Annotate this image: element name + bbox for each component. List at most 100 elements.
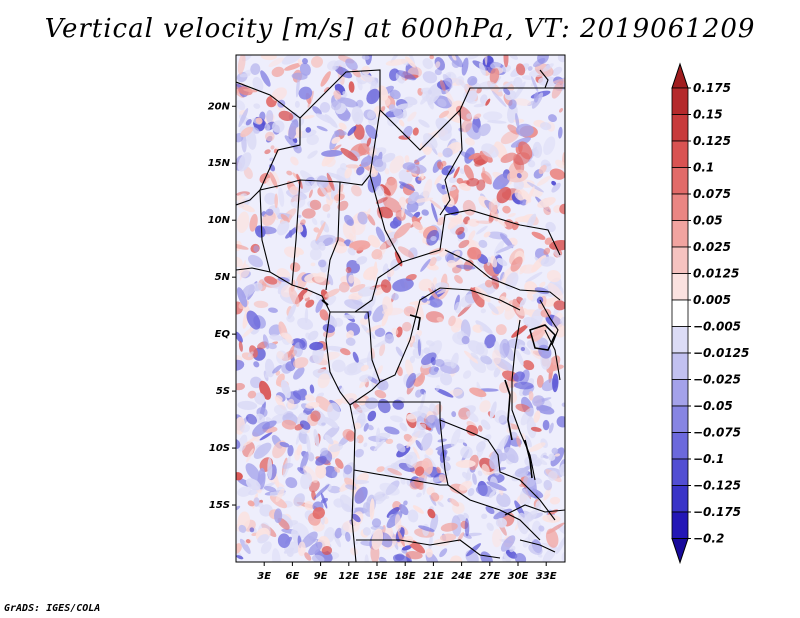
velocity-cell	[399, 422, 408, 432]
velocity-cell	[521, 75, 534, 80]
velocity-cell	[331, 470, 338, 478]
velocity-cell	[384, 168, 390, 175]
velocity-cell	[266, 109, 274, 124]
velocity-cell	[519, 298, 527, 308]
velocity-cell	[375, 226, 386, 243]
velocity-cell	[407, 191, 420, 205]
velocity-cell	[315, 455, 327, 466]
country-borders	[236, 69, 565, 562]
velocity-cell	[420, 94, 429, 105]
velocity-cell	[486, 481, 507, 491]
velocity-cell	[277, 533, 291, 548]
velocity-cell	[476, 342, 488, 357]
velocity-cell	[509, 545, 516, 553]
velocity-cell	[560, 316, 565, 326]
colorbar-label: −0.125	[693, 479, 741, 493]
velocity-cell	[236, 505, 241, 511]
velocity-cell	[236, 243, 249, 250]
velocity-cell	[239, 263, 250, 278]
velocity-cell	[354, 486, 368, 504]
velocity-cell	[237, 434, 248, 452]
velocity-cell	[377, 432, 391, 439]
lon-tick-label: 21E	[423, 571, 444, 582]
velocity-cell	[518, 141, 533, 160]
velocity-cell	[492, 173, 511, 190]
velocity-cell	[438, 474, 448, 483]
velocity-cell	[533, 410, 541, 423]
velocity-cell	[249, 527, 255, 533]
velocity-cell	[467, 218, 480, 227]
velocity-cell	[549, 496, 561, 505]
colorbar-label: 0.175	[693, 81, 731, 95]
velocity-cell	[262, 211, 276, 227]
colorbar-swatch	[671, 220, 689, 248]
velocity-cell	[240, 126, 253, 138]
velocity-cell	[314, 272, 327, 283]
velocity-cell	[301, 208, 316, 219]
velocity-cell	[313, 484, 330, 500]
velocity-cell	[287, 398, 295, 408]
velocity-cell	[318, 241, 326, 251]
velocity-cell	[470, 352, 479, 360]
velocity-cell	[464, 147, 475, 164]
velocity-cell	[302, 465, 318, 483]
velocity-cell	[491, 90, 507, 107]
velocity-cell	[428, 366, 439, 376]
lon-tick-label: 30E	[508, 571, 529, 582]
velocity-cell	[457, 330, 465, 340]
colorbar-label: 0.025	[693, 240, 731, 254]
velocity-cell	[324, 288, 340, 298]
velocity-cell	[376, 466, 385, 473]
velocity-cell	[457, 303, 472, 317]
map-plot-area	[236, 55, 565, 562]
velocity-cell	[536, 176, 551, 187]
velocity-cell	[345, 266, 352, 274]
velocity-cell	[345, 164, 360, 169]
velocity-cell	[318, 183, 331, 201]
velocity-cell	[515, 112, 520, 129]
velocity-cell	[531, 290, 542, 302]
colorbar-label: 0.0125	[693, 267, 739, 281]
velocity-cell	[531, 520, 542, 538]
colorbar-label: 0.125	[693, 134, 731, 148]
velocity-cell	[436, 466, 442, 475]
lon-tick-label: 27E	[479, 571, 500, 582]
velocity-cell	[255, 413, 266, 424]
velocity-cell	[458, 79, 469, 90]
velocity-cell	[363, 422, 369, 432]
velocity-cell	[551, 447, 558, 455]
velocity-cell	[553, 249, 562, 258]
velocity-cell	[271, 548, 281, 562]
velocity-cell	[516, 435, 521, 448]
velocity-cell	[405, 56, 416, 68]
velocity-cell	[378, 556, 387, 562]
velocity-cell	[310, 262, 316, 267]
velocity-cell	[319, 102, 331, 113]
velocity-cell	[379, 343, 386, 357]
velocity-cell	[434, 174, 443, 185]
velocity-cell	[449, 388, 463, 397]
velocity-cell	[516, 173, 522, 179]
velocity-cell	[343, 314, 356, 320]
velocity-cell	[398, 196, 407, 207]
velocity-cell	[467, 75, 478, 86]
velocity-cell	[460, 293, 476, 308]
velocity-cell	[532, 141, 543, 158]
velocity-cell	[349, 240, 371, 251]
velocity-cell	[349, 283, 366, 293]
velocity-cell	[320, 71, 331, 87]
velocity-cell	[245, 413, 258, 425]
velocity-cell	[288, 119, 299, 140]
velocity-cell	[462, 370, 472, 379]
velocity-cell	[281, 332, 292, 340]
velocity-cell	[406, 372, 416, 389]
velocity-cell	[255, 117, 263, 125]
velocity-cell	[312, 106, 322, 116]
velocity-cell	[514, 467, 529, 478]
colorbar-swatch	[671, 458, 689, 486]
velocity-cell	[246, 310, 261, 330]
velocity-cell	[271, 66, 285, 78]
velocity-cell	[320, 492, 328, 509]
velocity-cell	[371, 528, 384, 550]
velocity-cell	[494, 467, 501, 476]
